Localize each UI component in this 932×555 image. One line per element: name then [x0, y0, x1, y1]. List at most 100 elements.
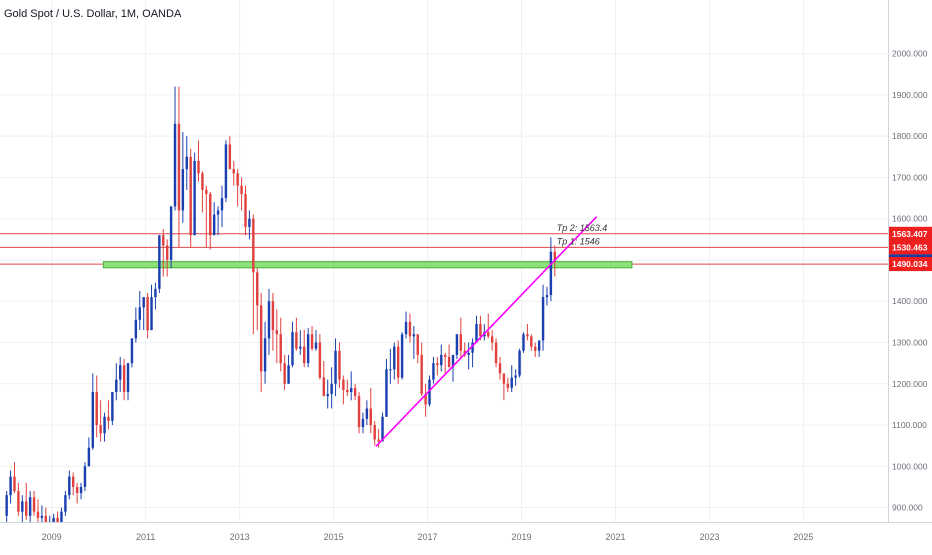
candle: [252, 218, 255, 273]
candle: [99, 425, 102, 434]
candle: [381, 416, 384, 442]
candle: [393, 346, 396, 370]
candle: [134, 319, 138, 339]
candle: [506, 383, 510, 388]
candle: [330, 383, 333, 395]
price-label-badge[interactable]: [889, 257, 932, 272]
candle: [502, 373, 506, 384]
candle: [56, 517, 59, 525]
candle: [220, 198, 224, 211]
candle: [518, 350, 521, 376]
candle: [451, 354, 455, 368]
candle: [349, 387, 353, 393]
candle: [396, 346, 400, 378]
candle: [428, 379, 431, 405]
price-axis[interactable]: 900.000 1000.000 1100.000 1200.000 1300.000 1…: [888, 0, 932, 550]
candle: [181, 169, 185, 211]
candle: [424, 394, 427, 405]
price-label-badge[interactable]: [889, 240, 932, 255]
candle: [126, 363, 130, 393]
candle: [115, 379, 118, 393]
price-tick-label: 1900.000: [892, 90, 928, 100]
candle: [287, 365, 290, 384]
candle: [154, 288, 157, 298]
candle: [95, 392, 98, 426]
candle: [9, 476, 12, 496]
candle: [498, 363, 502, 374]
candle: [248, 218, 251, 227]
candle: [373, 425, 376, 440]
price-label-badge[interactable]: [889, 226, 932, 241]
candle: [209, 193, 212, 236]
candle: [228, 144, 232, 170]
candle: [487, 332, 490, 337]
candle: [346, 389, 349, 393]
symbol-title: Gold Spot / U.S. Dollar, 1M, OANDA: [4, 8, 182, 20]
price-tick-label: 1800.000: [892, 131, 928, 141]
price-label-text: 1530.463: [892, 242, 928, 252]
support-zone-layer[interactable]: [102, 261, 633, 269]
candle: [545, 295, 549, 298]
candle: [130, 338, 134, 364]
candle: [150, 297, 153, 331]
candle: [389, 369, 392, 371]
candle: [32, 497, 36, 512]
candle: [162, 235, 165, 246]
candle: [193, 160, 196, 236]
price-label-text: 1490.034: [892, 259, 928, 269]
price-tick-label: 1600.000: [892, 214, 928, 224]
candle: [236, 173, 239, 186]
candle: [299, 346, 302, 349]
time-tick-label: 2011: [136, 532, 155, 542]
price-tick-label: 900.000: [892, 503, 923, 513]
time-tick-label: 2015: [324, 532, 344, 542]
candle: [314, 342, 318, 349]
price-tick-label: 1700.000: [892, 172, 928, 182]
trendline[interactable]: [375, 216, 598, 448]
candle: [291, 332, 294, 366]
candle: [205, 189, 208, 194]
candle: [169, 206, 173, 260]
candle: [322, 377, 326, 397]
candle: [201, 173, 204, 190]
time-axis-background: [0, 522, 932, 550]
candle: [5, 495, 8, 516]
candle: [549, 251, 553, 296]
candle: [459, 334, 463, 351]
time-axis[interactable]: 2009 2011 2013 2015 2017 2019 2021 2023 2025: [0, 522, 932, 550]
candle: [534, 346, 537, 351]
candle: [197, 160, 200, 174]
candle: [369, 408, 372, 426]
candle: [259, 305, 263, 372]
candle: [338, 350, 341, 380]
candle: [440, 354, 443, 366]
time-tick-label: 2025: [793, 532, 813, 542]
candle: [165, 245, 169, 260]
candle: [334, 350, 337, 384]
price-tick-label: 1200.000: [892, 379, 928, 389]
candle: [377, 439, 380, 442]
time-tick-label: 2017: [418, 532, 438, 542]
candle: [385, 369, 388, 417]
candle: [404, 321, 408, 335]
candle: [306, 334, 310, 364]
time-tick-label: 2021: [605, 532, 625, 542]
trendline-layer[interactable]: [375, 216, 598, 448]
candle: [146, 297, 149, 331]
candle: [158, 235, 161, 289]
candle: [479, 323, 482, 337]
candle: [216, 210, 220, 215]
candle: [28, 497, 32, 516]
support-zone[interactable]: [102, 261, 633, 269]
candle: [326, 394, 329, 397]
candle: [91, 392, 95, 448]
candle: [256, 272, 259, 306]
candle: [443, 354, 447, 357]
candle: [263, 338, 267, 372]
candle: [310, 334, 314, 349]
candle: [353, 387, 357, 397]
price-axis-background: [888, 0, 932, 550]
candle: [142, 297, 145, 308]
